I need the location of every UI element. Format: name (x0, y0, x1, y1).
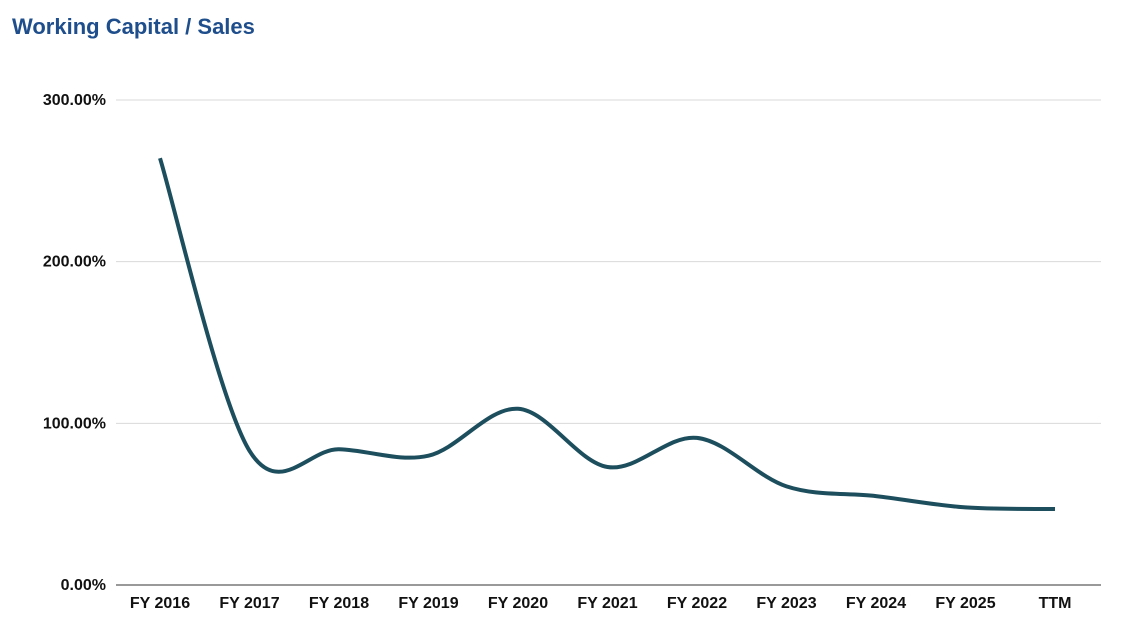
x-tick-label: FY 2023 (756, 595, 816, 612)
x-tick-label: FY 2018 (309, 595, 369, 612)
x-tick-label: FY 2020 (488, 595, 548, 612)
x-tick-label: FY 2016 (130, 595, 190, 612)
data-point (874, 494, 878, 498)
x-tick-label: FY 2022 (667, 595, 727, 612)
x-tick-label: TTM (1039, 595, 1072, 612)
series-layer (158, 156, 1057, 512)
data-point (516, 407, 520, 411)
data-point (248, 449, 252, 453)
x-tick-label: FY 2025 (935, 595, 995, 612)
x-tick-label: FY 2019 (398, 595, 458, 612)
x-tick-label: FY 2024 (846, 595, 906, 612)
gridlines (116, 99, 1101, 424)
data-point (158, 156, 162, 160)
data-point (695, 436, 699, 440)
x-tick-label: FY 2017 (219, 595, 279, 612)
x-axis-tick-labels: FY 2016 FY 2017 FY 2018 FY 2019 FY 2020 FY 20… (130, 595, 1072, 612)
data-point (1053, 507, 1057, 511)
x-tick-label: FY 2021 (577, 595, 637, 612)
y-tick-label: 100.00% (43, 415, 106, 432)
y-axis-tick-labels: 0.00% 100.00% 200.00% 300.00% (43, 92, 106, 594)
data-point (964, 505, 968, 509)
chart-title: Working Capital / Sales (12, 14, 255, 39)
data-point (606, 465, 610, 469)
data-point (337, 447, 341, 451)
y-tick-label: 300.00% (43, 92, 106, 109)
series-line (158, 157, 1056, 512)
data-point (427, 454, 431, 458)
y-tick-label: 200.00% (43, 254, 106, 271)
data-point (785, 484, 789, 488)
y-tick-label: 0.00% (61, 577, 106, 594)
